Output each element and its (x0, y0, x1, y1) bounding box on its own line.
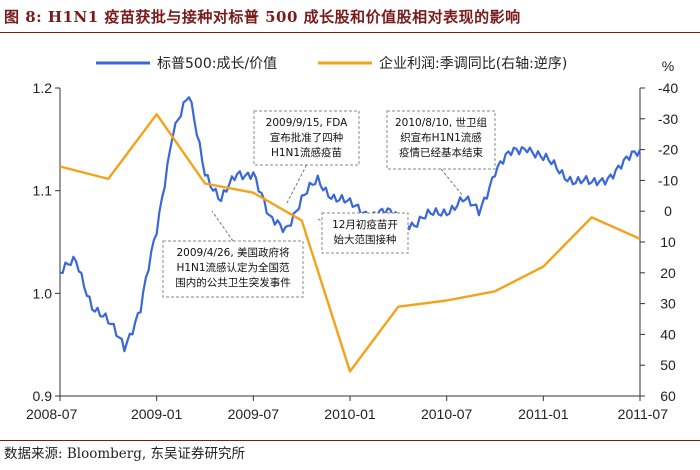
left-tick-label: 1.1 (33, 183, 53, 199)
annotation-leader (211, 210, 234, 242)
series-line-growth-value (59, 96, 642, 353)
x-tick-label: 2010-01 (324, 406, 376, 422)
legend-label-growth-value: 标普500:成长/价值 (157, 56, 277, 72)
annotation-box (321, 212, 409, 254)
annotation-box (253, 110, 360, 166)
annotation-text: 疫情已经基本结束 (399, 146, 483, 159)
left-tick-label: 0.9 (33, 388, 53, 404)
source-note: 数据来源: Bloomberg, 东吴证券研究所 (4, 446, 245, 462)
x-tick-label: 2009-01 (131, 406, 183, 422)
x-tick-label: 2011-07 (618, 406, 669, 422)
right-tick-label: -40 (658, 80, 678, 96)
source-rule (0, 440, 700, 441)
annotation-text: 始大范围接种 (334, 233, 397, 246)
x-tick-label: 2011-01 (518, 406, 569, 422)
annotation-box (162, 240, 304, 298)
x-tick-label: 2010-07 (421, 406, 473, 422)
left-tick-label: 1.2 (33, 80, 53, 96)
figure-title: 图 8: H1N1 疫苗获批与接种对标普 500 成长股和价值股相对表现的影响 (4, 8, 521, 26)
annotation-leader (286, 164, 307, 204)
series-line-profit (59, 113, 641, 373)
right-tick-label: 40 (660, 326, 676, 342)
left-tick-label: 1.0 (33, 285, 53, 301)
right-tick-label: 20 (660, 265, 676, 281)
annotation-text: H1N1流感疫苗 (271, 146, 342, 159)
annotation-text: 2010/8/10, 世卫组 (395, 116, 488, 129)
annotation-text: 12月初疫苗开 (332, 218, 398, 231)
right-tick-label: -30 (658, 111, 678, 127)
annotation-text: 2009/9/15, FDA (266, 117, 348, 129)
annotation-text: 2009/4/26, 美国政府将 (176, 246, 289, 259)
right-axis-unit: % (662, 58, 674, 74)
right-tick-label: -10 (658, 172, 678, 188)
annotation-leader (440, 168, 464, 197)
legend-label-profit: 企业利润:季调同比(右轴:逆序) (379, 55, 567, 72)
annotation-text: 宣布批准了四种 (270, 131, 344, 144)
right-tick-label: 0 (664, 203, 672, 219)
right-tick-label: -20 (658, 142, 678, 158)
right-tick-label: 10 (660, 234, 676, 250)
x-tick-label: 2009-07 (228, 406, 280, 422)
x-tick-label: 2008-07 (26, 406, 78, 422)
annotation-text: H1N1流感认定为全国范 (176, 261, 290, 274)
annotation-box (386, 110, 496, 170)
chart: 0.9 1.0 1.1 1.2 -40 -30 -20 -10 0 10 20 30 40 50 60% 20… (26, 55, 678, 422)
annotation-text: 织宣布H1N1流感 (400, 131, 482, 144)
right-tick-label: 30 (660, 296, 676, 312)
right-tick-label: 50 (660, 357, 676, 373)
annotation-text: 围内的公共卫生突发事件 (175, 276, 291, 289)
title-rule (0, 32, 700, 33)
right-tick-label: 60 (660, 388, 676, 404)
